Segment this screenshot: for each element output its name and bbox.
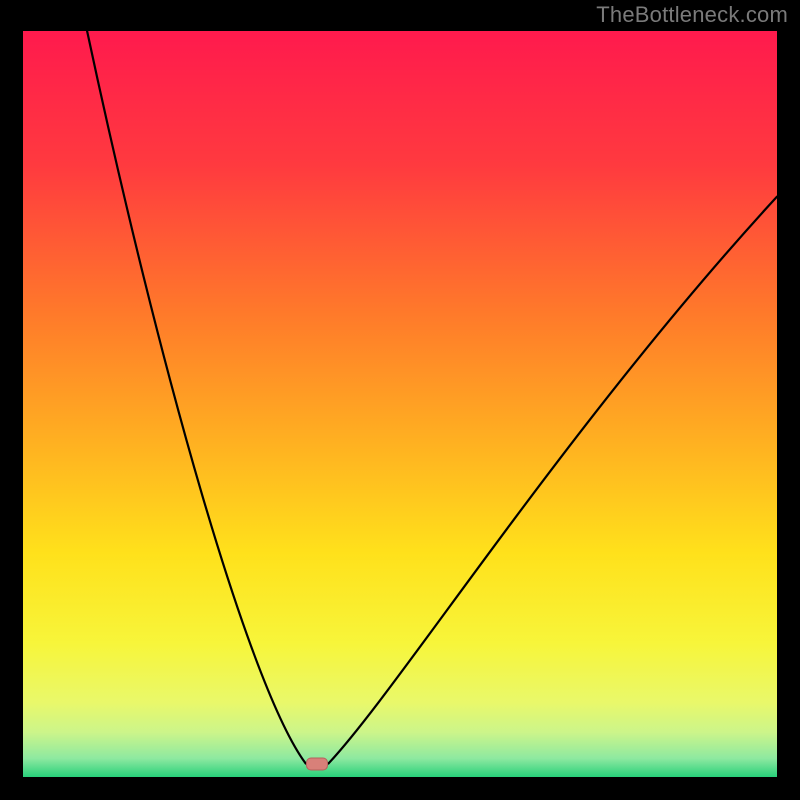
- watermark-text: TheBottleneck.com: [596, 2, 788, 28]
- notch-marker: [306, 757, 328, 770]
- bottleneck-curve: [23, 31, 777, 777]
- bottleneck-curve-path: [87, 31, 777, 764]
- chart-stage: TheBottleneck.com: [0, 0, 800, 800]
- plot-area: [23, 31, 777, 777]
